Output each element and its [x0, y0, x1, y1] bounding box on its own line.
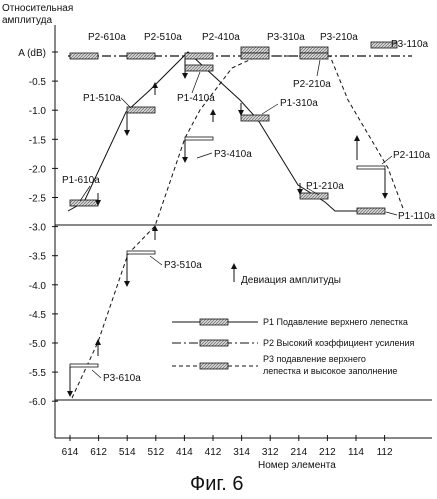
label-p1-610a: P1-610a: [62, 175, 100, 186]
y-tick-label: -6.0: [29, 397, 47, 408]
block-p3-210a: [299, 46, 329, 54]
legend-label-p2: P2 Высокий коэффициент усиления: [263, 338, 415, 348]
deviation-label: Девиация амплитуды: [241, 275, 341, 286]
y-tick-label: A (dB): [18, 48, 46, 59]
label-p1-410a: P1-410a: [177, 93, 215, 104]
leader-p1-410a: [191, 71, 201, 94]
y-axis-title: Относительная: [2, 3, 73, 14]
leader-p1-310a: [261, 103, 279, 115]
label-p3-210a: P3-210a: [320, 32, 358, 43]
label-p2-510a: P2-510a: [144, 32, 182, 43]
block-p1-410a: [184, 64, 214, 72]
x-tick-label: 412: [205, 447, 222, 458]
x-axis-label: Номер элемента: [258, 460, 336, 471]
legend: P1 Подавление верхнего лепестка P2 Высок…: [172, 317, 415, 376]
x-tick-label: 414: [176, 447, 193, 458]
y-tick-label: -0.5: [29, 77, 47, 88]
x-tick-label: 112: [377, 447, 393, 458]
block-p2-510a: [126, 52, 156, 60]
leader-p1-210a: [306, 187, 320, 196]
p3-series-line: [71, 55, 405, 399]
leader-p2-210a: [316, 59, 321, 77]
y-tick-label: -3.0: [29, 223, 47, 234]
y-tick-label: -3.5: [29, 252, 47, 263]
y-tick-label: -5.5: [29, 368, 47, 379]
label-p1-110a: P1-110a: [398, 211, 436, 222]
block-p2-610a: [69, 52, 99, 60]
legend-block-p1: [199, 318, 229, 326]
y-axis-ticks: A (dB) -0.5 -1.0 -1.5 -2.0 -2.5 -3.0 -3.5 -4.0 -4…: [18, 48, 58, 408]
block-p3-610a: [69, 363, 99, 368]
y-tick-label: -1.0: [29, 106, 47, 117]
block-p3-310a-b: [240, 52, 270, 60]
label-p3-110a: P3-110a: [391, 39, 429, 50]
block-p1-210a: [299, 192, 329, 200]
label-p3-510a: P3-510a: [164, 260, 202, 271]
block-p3-310a: [240, 46, 270, 54]
block-p1-510a: [126, 106, 156, 114]
x-tick-label: 312: [262, 447, 279, 458]
block-p1-110a: [356, 207, 386, 215]
x-tick-label: 514: [119, 447, 136, 458]
label-p3-310a: P3-310a: [267, 32, 305, 43]
label-p3-610a: P3-610a: [103, 373, 141, 384]
label-p2-410a: P2-410a: [202, 32, 240, 43]
label-p1-510a: P1-510a: [83, 93, 121, 104]
block-p3-410a: [184, 136, 214, 141]
element-blocks: [69, 41, 398, 368]
x-tick-label: 614: [62, 447, 79, 458]
block-p2-410a: [184, 52, 214, 60]
y-tick-label: -1.5: [29, 135, 47, 146]
y-axis-title-2: амплитуда: [2, 15, 52, 26]
leader-p1-610a: [79, 185, 91, 202]
x-tick-label: 512: [147, 447, 164, 458]
x-tick-label: 212: [319, 447, 336, 458]
deviation-arrows: [67, 58, 388, 397]
label-p2-610a: P2-610a: [88, 32, 126, 43]
y-tick-label: -4.5: [29, 310, 47, 321]
figure-caption: Фиг. 6: [190, 473, 243, 495]
legend-block-p2: [199, 339, 229, 347]
leader-p3-410a: [196, 152, 213, 159]
leader-p2-110a: [381, 155, 393, 165]
label-p1-310a: P1-310a: [280, 98, 318, 109]
x-axis-ticks: 614 612 514 512 414 412 314 312 214 212 114 112: [62, 435, 393, 458]
block-p2-210a: [299, 52, 329, 60]
x-tick-label: 612: [90, 447, 107, 458]
block-p1-310a: [240, 114, 270, 122]
label-leaders: [79, 59, 398, 379]
legend-label-p3-line1: P3 подавление верхнего: [263, 354, 366, 364]
x-tick-label: 314: [233, 447, 250, 458]
block-p1-610a: [69, 199, 99, 207]
block-p3-210a-low: [356, 165, 386, 170]
y-tick-label: -4.0: [29, 281, 47, 292]
label-p3-410a: P3-410a: [214, 149, 252, 160]
leader-p1-510a: [120, 97, 132, 109]
y-tick-label: -5.0: [29, 339, 47, 350]
x-tick-label: 214: [290, 447, 307, 458]
label-p1-210a: P1-210a: [306, 181, 344, 192]
y-tick-label: -2.0: [29, 164, 47, 175]
p1-series-line: [67, 51, 385, 212]
leader-p3-510a: [149, 255, 163, 266]
block-p3-510a: [126, 250, 156, 255]
legend-label-p1: P1 Подавление верхнего лепестка: [263, 317, 408, 327]
legend-label-p3-line2: лепестка и высокое заполнение: [263, 366, 397, 376]
block-p3-110a: [370, 41, 398, 49]
block-labels: P2-610a P2-510a P2-410a P3-310a P3-210a …: [62, 32, 436, 384]
label-p2-210a: P2-210a: [293, 79, 331, 90]
leader-p1-110a: [385, 211, 398, 216]
x-tick-label: 114: [348, 447, 364, 458]
leader-p3-610a: [91, 369, 102, 379]
y-tick-label: -2.5: [29, 194, 47, 205]
label-p2-110a: P2-110a: [393, 150, 431, 161]
legend-block-p3: [199, 362, 229, 370]
